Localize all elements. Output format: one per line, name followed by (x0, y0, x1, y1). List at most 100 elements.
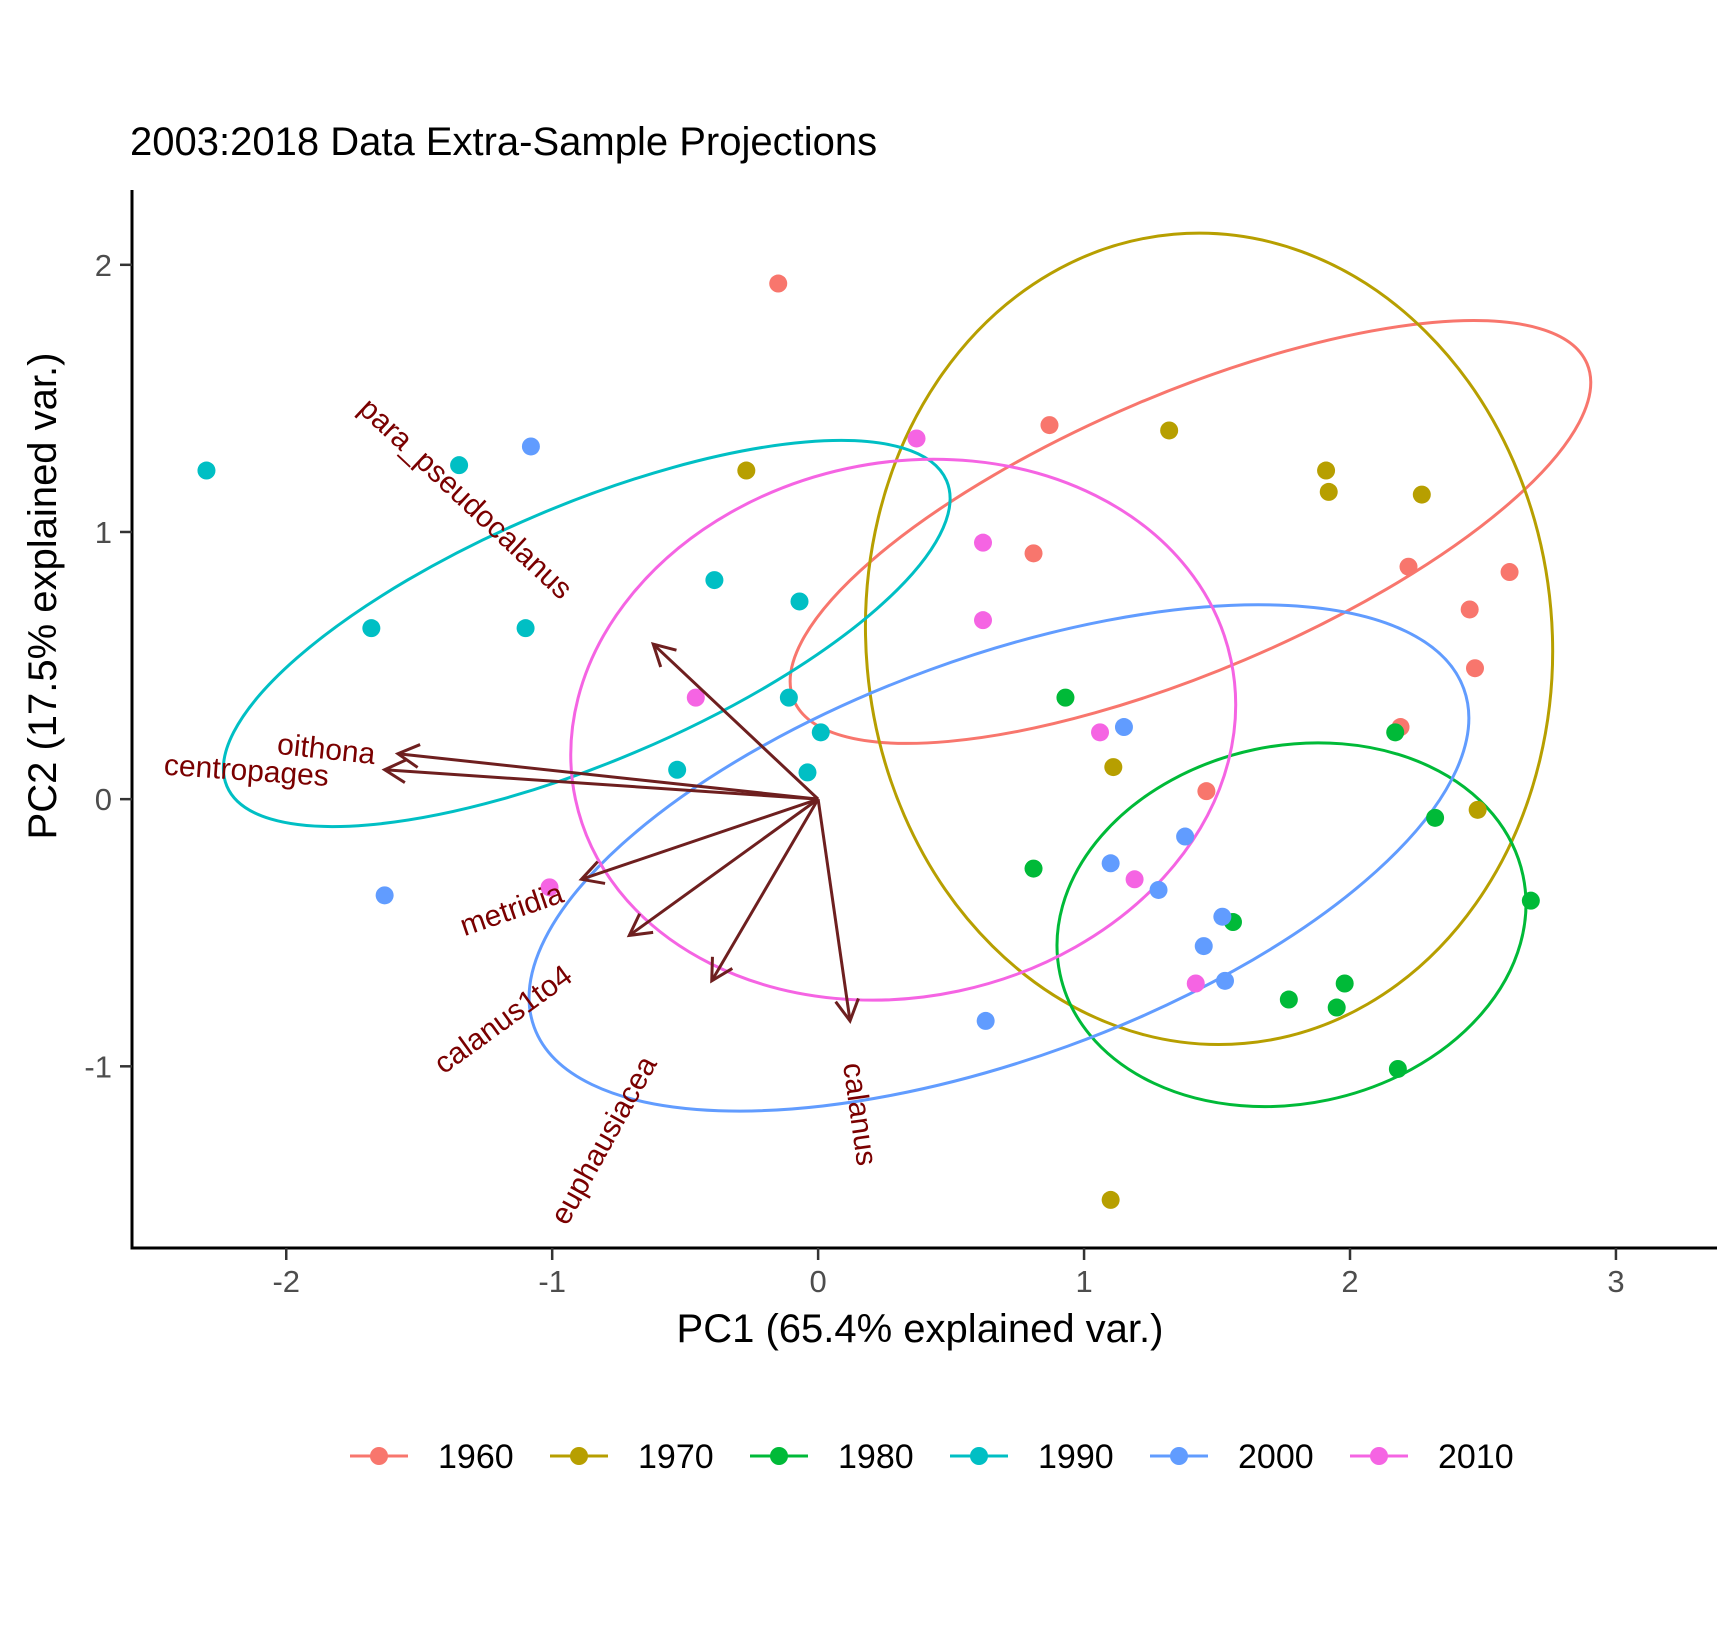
x-tick-label: -1 (538, 1264, 566, 1299)
point-1980 (1335, 974, 1354, 993)
point-2010 (686, 688, 705, 707)
point-1980 (1024, 859, 1043, 878)
point-2000 (1101, 854, 1120, 873)
point-2000 (1114, 718, 1133, 737)
point-2000 (976, 1011, 995, 1030)
x-tick-label: -2 (272, 1264, 300, 1299)
legend-label-1980: 1980 (838, 1438, 914, 1476)
point-2000 (1194, 937, 1213, 956)
arrowhead-para_pseudocalanus (650, 642, 677, 668)
data-points (197, 274, 1540, 1209)
point-2010 (540, 878, 559, 897)
point-1980 (1426, 808, 1445, 827)
legend-label-1970: 1970 (638, 1438, 714, 1476)
point-1960 (1465, 659, 1484, 678)
arrow-para_pseudocalanus (652, 643, 820, 801)
y-tick-label: -1 (84, 1049, 112, 1084)
legend-label-1960: 1960 (438, 1438, 514, 1476)
arrowhead-euphausiacea (710, 956, 734, 984)
point-1990 (705, 571, 724, 590)
legend-key-point-1960 (370, 1447, 388, 1465)
point-1990 (362, 619, 381, 638)
point-1960 (769, 274, 788, 293)
point-1990 (811, 723, 830, 742)
chart-title: 2003:2018 Data Extra-Sample Projections (130, 120, 877, 164)
point-1980 (1327, 998, 1346, 1017)
point-1990 (516, 619, 535, 638)
x-tick-label: 3 (1607, 1264, 1624, 1299)
ellipse-1970 (863, 231, 1555, 1047)
arrowhead-oithona (394, 743, 421, 769)
point-2000 (1176, 827, 1195, 846)
legend: 1960 1970 1980 1990 2000 2010 (350, 1438, 1514, 1476)
point-1960 (1460, 600, 1479, 619)
point-2000 (1149, 880, 1168, 899)
point-2000 (1216, 971, 1235, 990)
y-tick-label: 1 (95, 515, 112, 550)
legend-label-2000: 2000 (1238, 1438, 1314, 1476)
point-1990 (790, 592, 809, 611)
point-2010 (1186, 974, 1205, 993)
point-1970 (1317, 461, 1336, 480)
point-2000 (375, 886, 394, 905)
arrowhead-calanus1to4 (626, 913, 654, 938)
point-1970 (1412, 485, 1431, 504)
point-1980 (1279, 990, 1298, 1009)
point-1980 (1521, 891, 1540, 910)
x-axis-label: PC1 (65.4% explained var.) (677, 1307, 1164, 1351)
point-2010 (1091, 723, 1110, 742)
legend-key-point-1980 (770, 1447, 788, 1465)
arrow-metridia (580, 797, 819, 881)
arrow-calanus1to4 (628, 797, 820, 937)
ellipse-2000 (527, 603, 1471, 1113)
point-1960 (1500, 563, 1519, 582)
x-tick-label: 0 (809, 1264, 826, 1299)
point-1970 (1104, 758, 1123, 777)
point-1980 (1056, 688, 1075, 707)
point-1970 (1160, 421, 1179, 440)
point-2010 (974, 533, 993, 552)
point-1970 (737, 461, 756, 480)
arrowhead-metridia (578, 860, 606, 885)
point-1990 (197, 461, 216, 480)
point-2010 (907, 429, 926, 448)
point-1960 (1197, 782, 1216, 801)
ellipse-1980 (1055, 741, 1528, 1109)
ellipse-2010 (569, 457, 1238, 1002)
point-2010 (974, 611, 993, 630)
ellipse-1990 (221, 438, 952, 829)
arrowhead-calanus (834, 997, 860, 1025)
x-tick-label: 2 (1341, 1264, 1358, 1299)
arrow-calanus (816, 798, 852, 1022)
legend-key-point-1970 (570, 1447, 588, 1465)
arrow-oithona (397, 752, 819, 801)
legend-key-point-1990 (970, 1447, 988, 1465)
legend-key-point-2010 (1370, 1447, 1388, 1465)
point-1960 (1040, 416, 1059, 435)
point-1990 (779, 688, 798, 707)
point-1970 (1468, 800, 1487, 819)
arrow-centropages (384, 768, 819, 801)
point-1970 (1101, 1190, 1120, 1209)
point-1990 (668, 760, 687, 779)
point-2010 (1125, 870, 1144, 889)
point-1960 (1399, 557, 1418, 576)
point-1980 (1388, 1059, 1407, 1078)
point-1990 (798, 763, 817, 782)
legend-key-point-2000 (1170, 1447, 1188, 1465)
axes: -2 -1 0 1 2 3 -1 0 1 2 (84, 190, 1717, 1299)
y-axis-label: PC2 (17.5% explained var.) (21, 353, 65, 840)
legend-label-1990: 1990 (1038, 1438, 1114, 1476)
point-1960 (1024, 544, 1043, 563)
point-2000 (1213, 907, 1232, 926)
point-1990 (450, 456, 469, 475)
arrowhead-centropages (381, 758, 408, 784)
point-1970 (1319, 482, 1338, 501)
y-tick-label: 2 (95, 248, 112, 283)
y-tick-label: 0 (95, 782, 112, 817)
arrow-euphausiacea (710, 798, 820, 982)
point-2000 (521, 437, 540, 456)
x-tick-label: 1 (1075, 1264, 1092, 1299)
legend-label-2010: 2010 (1438, 1438, 1514, 1476)
